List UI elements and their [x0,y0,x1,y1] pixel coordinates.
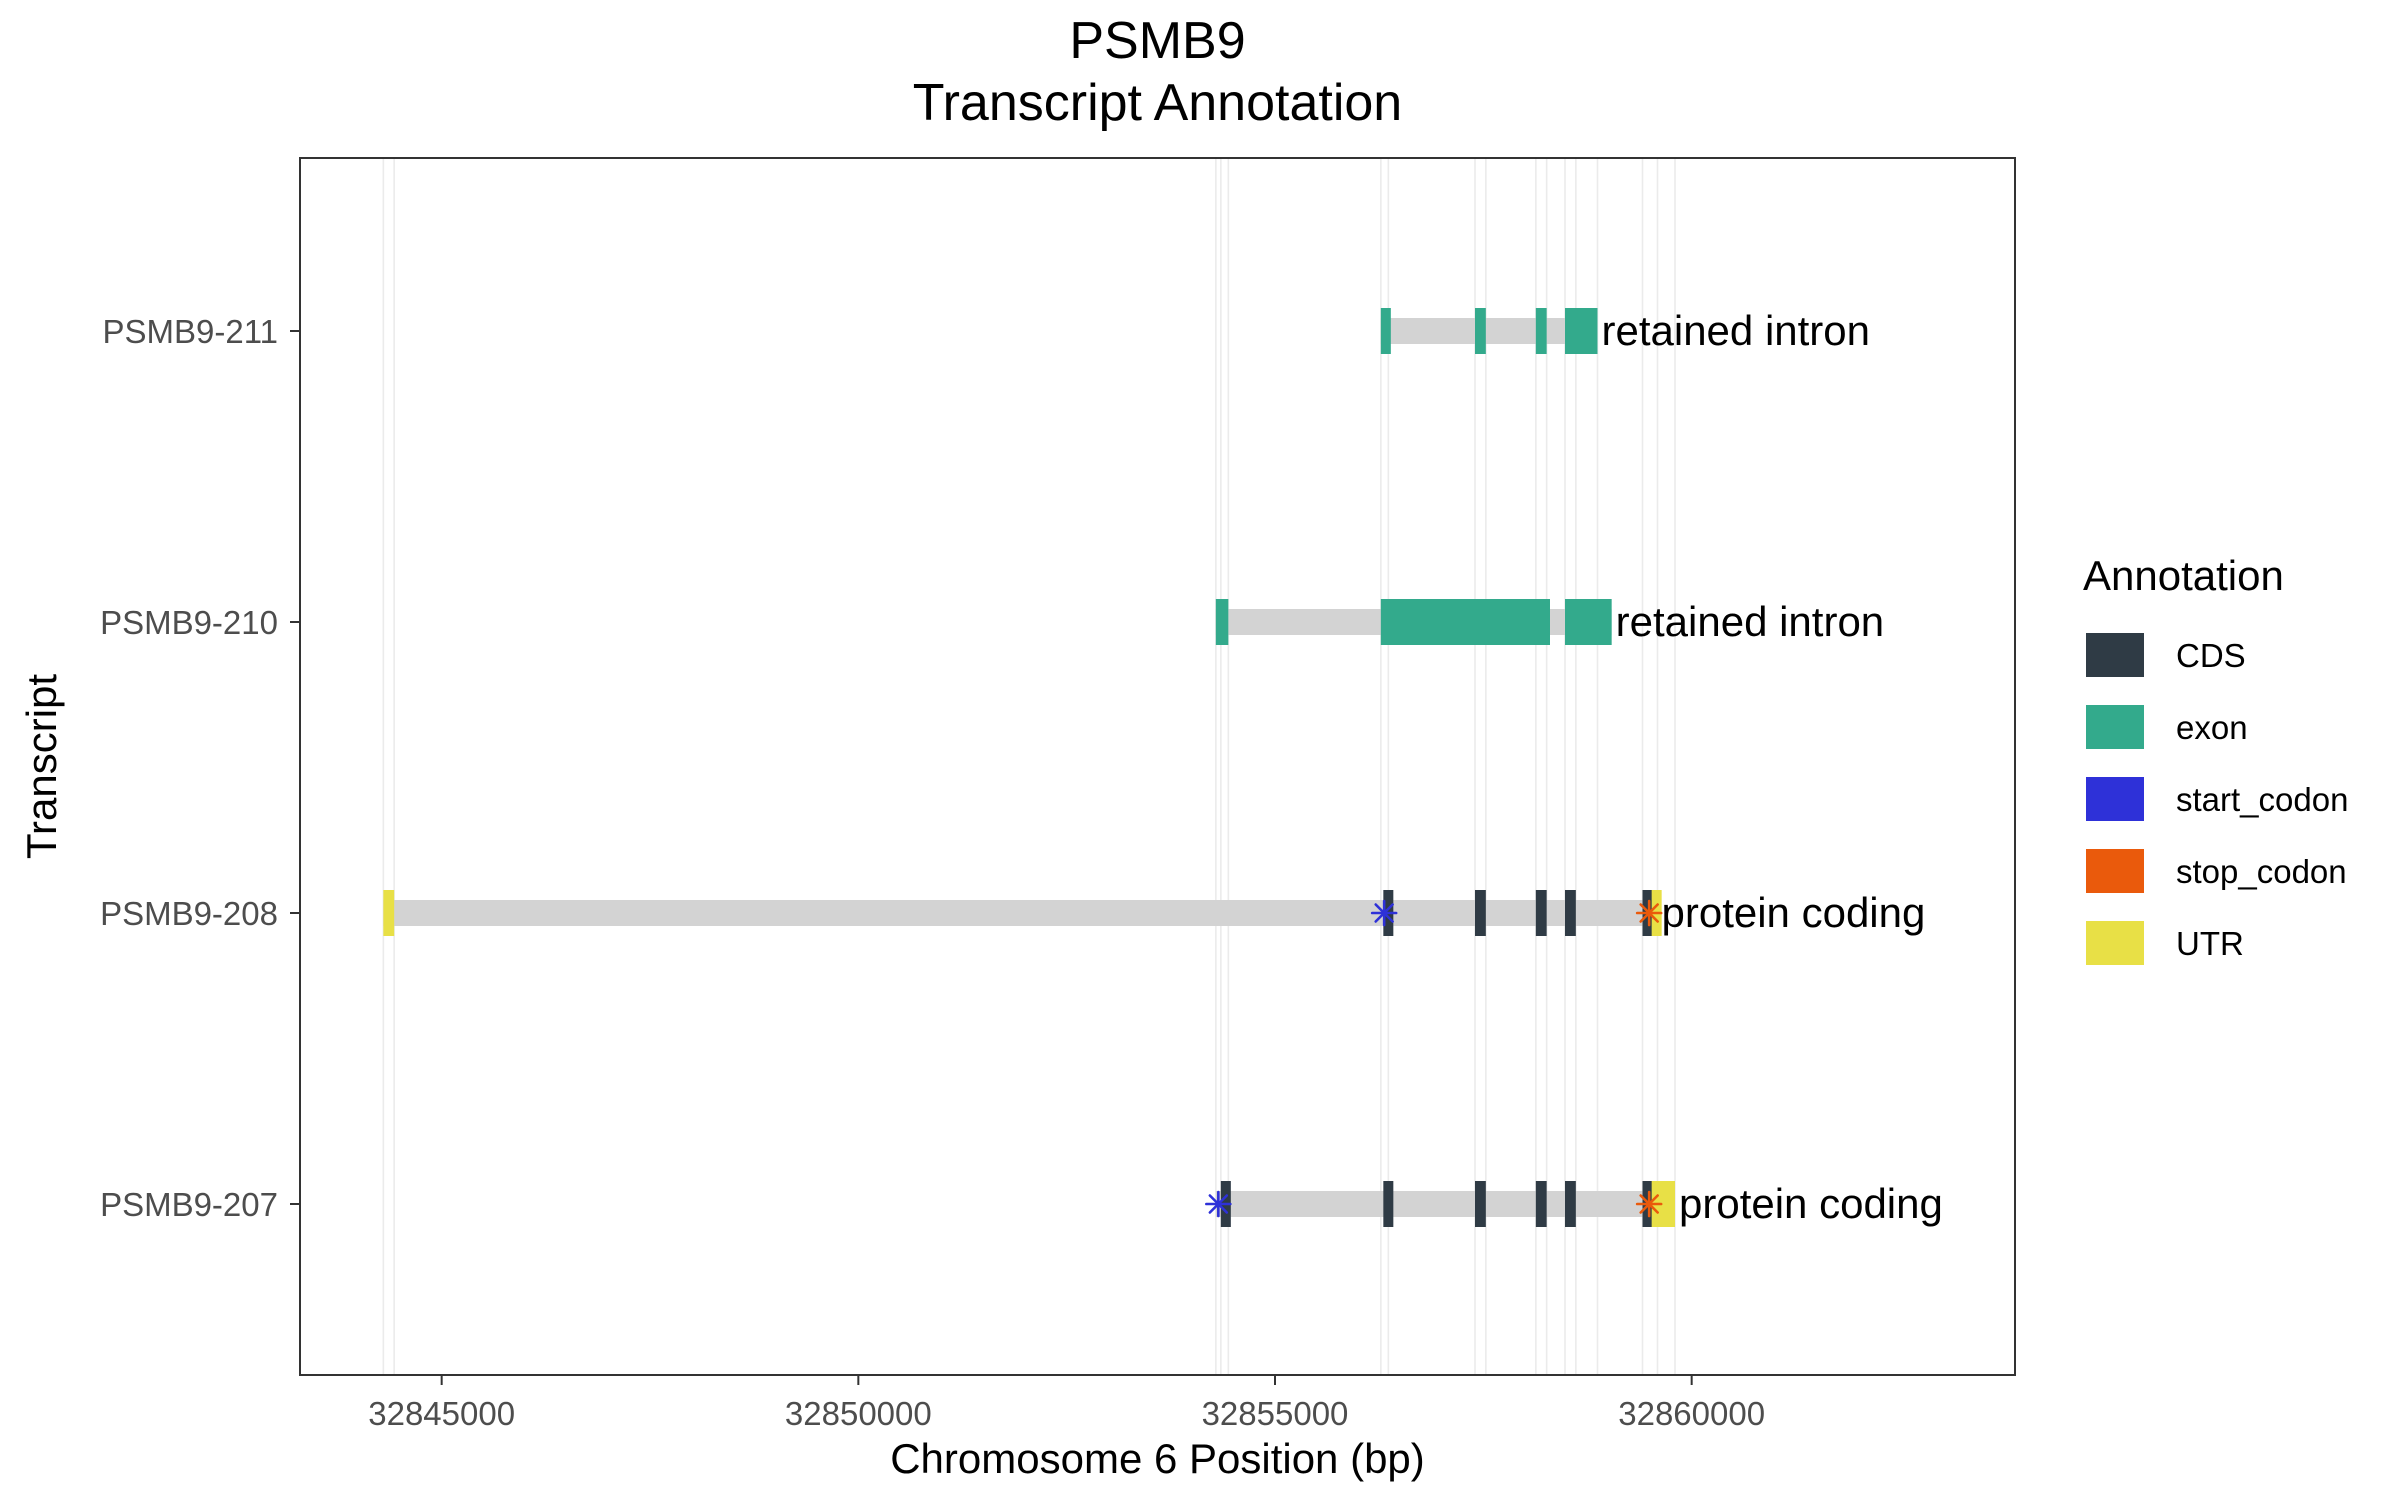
exon-block [1565,599,1612,645]
exon-block [1215,599,1229,645]
panel-layer [299,157,2016,1376]
start-codon-marker [1370,899,1398,927]
legend-item: exon [2086,705,2248,749]
legend-layer: Annotation CDS exon start_codon stop_codon UT… [2083,552,2348,965]
biotype-label: retained intron [1616,598,1885,645]
intron-bar [1380,318,1598,344]
biotype-label: retained intron [1602,307,1871,354]
legend-item: CDS [2086,633,2246,677]
start-codon-marker [1205,1190,1232,1218]
legend-label: CDS [2176,637,2246,674]
exon-block [1565,308,1598,354]
plot-background [300,158,2015,1375]
plot-border [299,157,2016,1376]
legend-swatch [2086,777,2144,821]
transcript-track: retained intron [1215,598,1885,645]
cds-block [1535,890,1547,936]
y-tick-label: PSMB9-208 [100,895,278,932]
axes-layer: PSMB9-211 PSMB9-210 PSMB9-208 PSMB9-207 3284… [18,12,1765,1482]
biotype-label: protein coding [1679,1180,1943,1227]
intron-bar [1215,1191,1675,1217]
exon-block [1380,599,1550,645]
y-axis-label: Transcript [18,674,65,859]
grid-layer [300,158,2015,1375]
stop-codon-marker [1635,899,1663,927]
legend-swatch [2086,849,2144,893]
chart-title: PSMB9 [1069,12,1245,70]
x-tick-label: 32845000 [368,1395,515,1432]
marker-stroke [1639,903,1659,923]
exon-block [1475,308,1486,354]
cds-block [1475,1181,1486,1227]
intron-bar [383,900,1658,926]
legend-swatch [2086,633,2144,677]
legend-label: stop_codon [2176,853,2347,890]
x-axis-label: Chromosome 6 Position (bp) [890,1435,1425,1482]
legend-title: Annotation [2083,552,2284,599]
x-tick-label: 32855000 [1202,1395,1349,1432]
y-tick-label: PSMB9-207 [100,1186,278,1223]
legend-label: exon [2176,709,2248,746]
utr-block [1651,1181,1675,1227]
y-tick-label: PSMB9-210 [100,604,278,641]
legend-swatch [2086,705,2144,749]
legend-item: UTR [2086,921,2244,965]
cds-block [1383,1181,1394,1227]
legend-item: stop_codon [2086,849,2347,893]
stop-codon-marker [1635,1190,1663,1218]
cds-block [1535,1181,1547,1227]
marker-stroke [1639,1194,1659,1214]
x-tick-label: 32850000 [785,1395,932,1432]
exon-block [1535,308,1547,354]
cds-block [1565,1181,1576,1227]
transcript-track: protein coding [1205,1180,1943,1227]
cds-block [1565,890,1576,936]
transcript-track: protein coding [383,889,1925,936]
legend-label: start_codon [2176,781,2348,818]
tracks-layer: retained intron retained intron protein co… [383,307,1943,1227]
biotype-label: protein coding [1662,889,1926,936]
legend-label: UTR [2176,925,2244,962]
chart-subtitle: Transcript Annotation [913,74,1402,132]
transcript-track: retained intron [1380,307,1871,354]
legend-swatch [2086,921,2144,965]
x-tick-label: 32860000 [1618,1395,1765,1432]
legend-item: start_codon [2086,777,2348,821]
y-tick-label: PSMB9-211 [103,313,278,350]
exon-block [1380,308,1391,354]
utr-block [383,890,395,936]
cds-block [1475,890,1486,936]
marker-stroke [1374,903,1394,923]
marker-stroke [1208,1194,1229,1214]
